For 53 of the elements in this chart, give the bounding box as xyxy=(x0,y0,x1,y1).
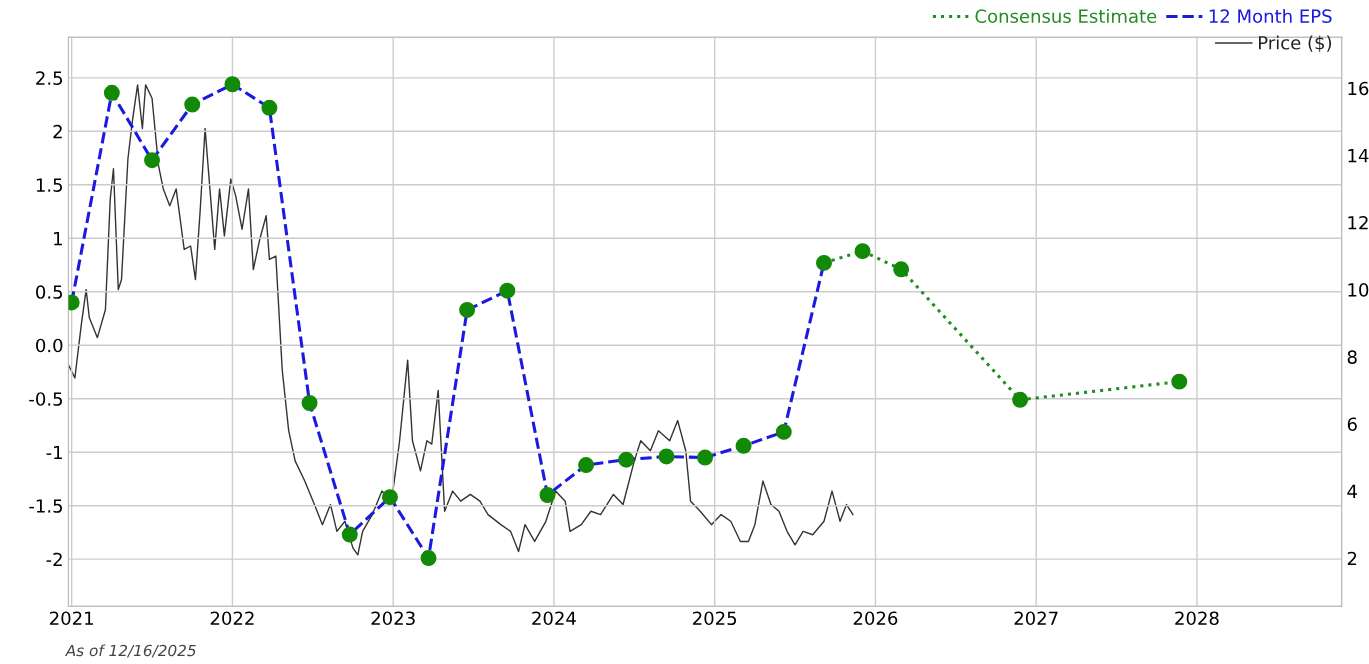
y-tick-label: 2 xyxy=(53,124,62,139)
point xyxy=(658,448,675,465)
point xyxy=(184,96,201,113)
point xyxy=(224,76,241,93)
point xyxy=(1012,391,1029,408)
y2-tick-label: 6 xyxy=(1347,417,1357,432)
x-tick-label: 2023 xyxy=(371,611,415,626)
point xyxy=(775,423,792,440)
point xyxy=(499,282,516,299)
x-tick-label: 2021 xyxy=(50,611,93,626)
y2-tick-label: 12 xyxy=(1348,215,1368,230)
point xyxy=(893,261,910,278)
x-tick-label: 2028 xyxy=(1175,611,1219,626)
point xyxy=(1171,373,1188,390)
y-tick-label: 1.5 xyxy=(36,178,63,192)
point xyxy=(261,99,278,116)
y2-tick-label: 4 xyxy=(1347,484,1357,498)
y2-tick-label: 10 xyxy=(1348,283,1369,297)
y-tick-label: 2.5 xyxy=(36,71,63,85)
y2-tick-label: 2 xyxy=(1347,551,1357,566)
point xyxy=(539,487,556,503)
y-tick-label: -1 xyxy=(46,445,62,460)
y-tick-label: 0.5 xyxy=(36,285,63,299)
y-tick-label: -2 xyxy=(46,552,62,567)
text: As of 12/16/2025 xyxy=(64,644,196,658)
x-tick-label: 2027 xyxy=(1014,611,1058,626)
point xyxy=(854,243,871,260)
point xyxy=(301,395,318,411)
point xyxy=(103,84,120,101)
point xyxy=(735,437,752,454)
x-tick-label: 2022 xyxy=(210,611,254,626)
y-tick-label: 1 xyxy=(54,231,62,246)
y-tick-label: 0.0 xyxy=(36,338,63,353)
point xyxy=(578,457,595,474)
legend-label: Consensus Estimate xyxy=(975,9,1157,23)
legend-label: Price ($) xyxy=(1259,35,1332,52)
y-tick-label: -1.5 xyxy=(29,499,63,513)
point xyxy=(459,301,476,318)
point xyxy=(618,451,635,468)
point xyxy=(381,489,398,506)
y2-tick-label: 8 xyxy=(1347,350,1357,364)
point xyxy=(420,550,437,567)
x-tick-label: 2026 xyxy=(853,611,898,626)
y-tick-label: -0.5 xyxy=(29,392,63,406)
y2-tick-label: 14 xyxy=(1348,149,1369,163)
point xyxy=(144,152,161,169)
x-tick-label: 2024 xyxy=(532,611,576,626)
x-tick-label: 2025 xyxy=(693,611,737,626)
point xyxy=(341,526,358,543)
point xyxy=(697,449,714,466)
y2-tick-label: 16 xyxy=(1348,81,1369,96)
legend-label: 12 Month EPS xyxy=(1209,9,1332,23)
point xyxy=(816,254,832,271)
